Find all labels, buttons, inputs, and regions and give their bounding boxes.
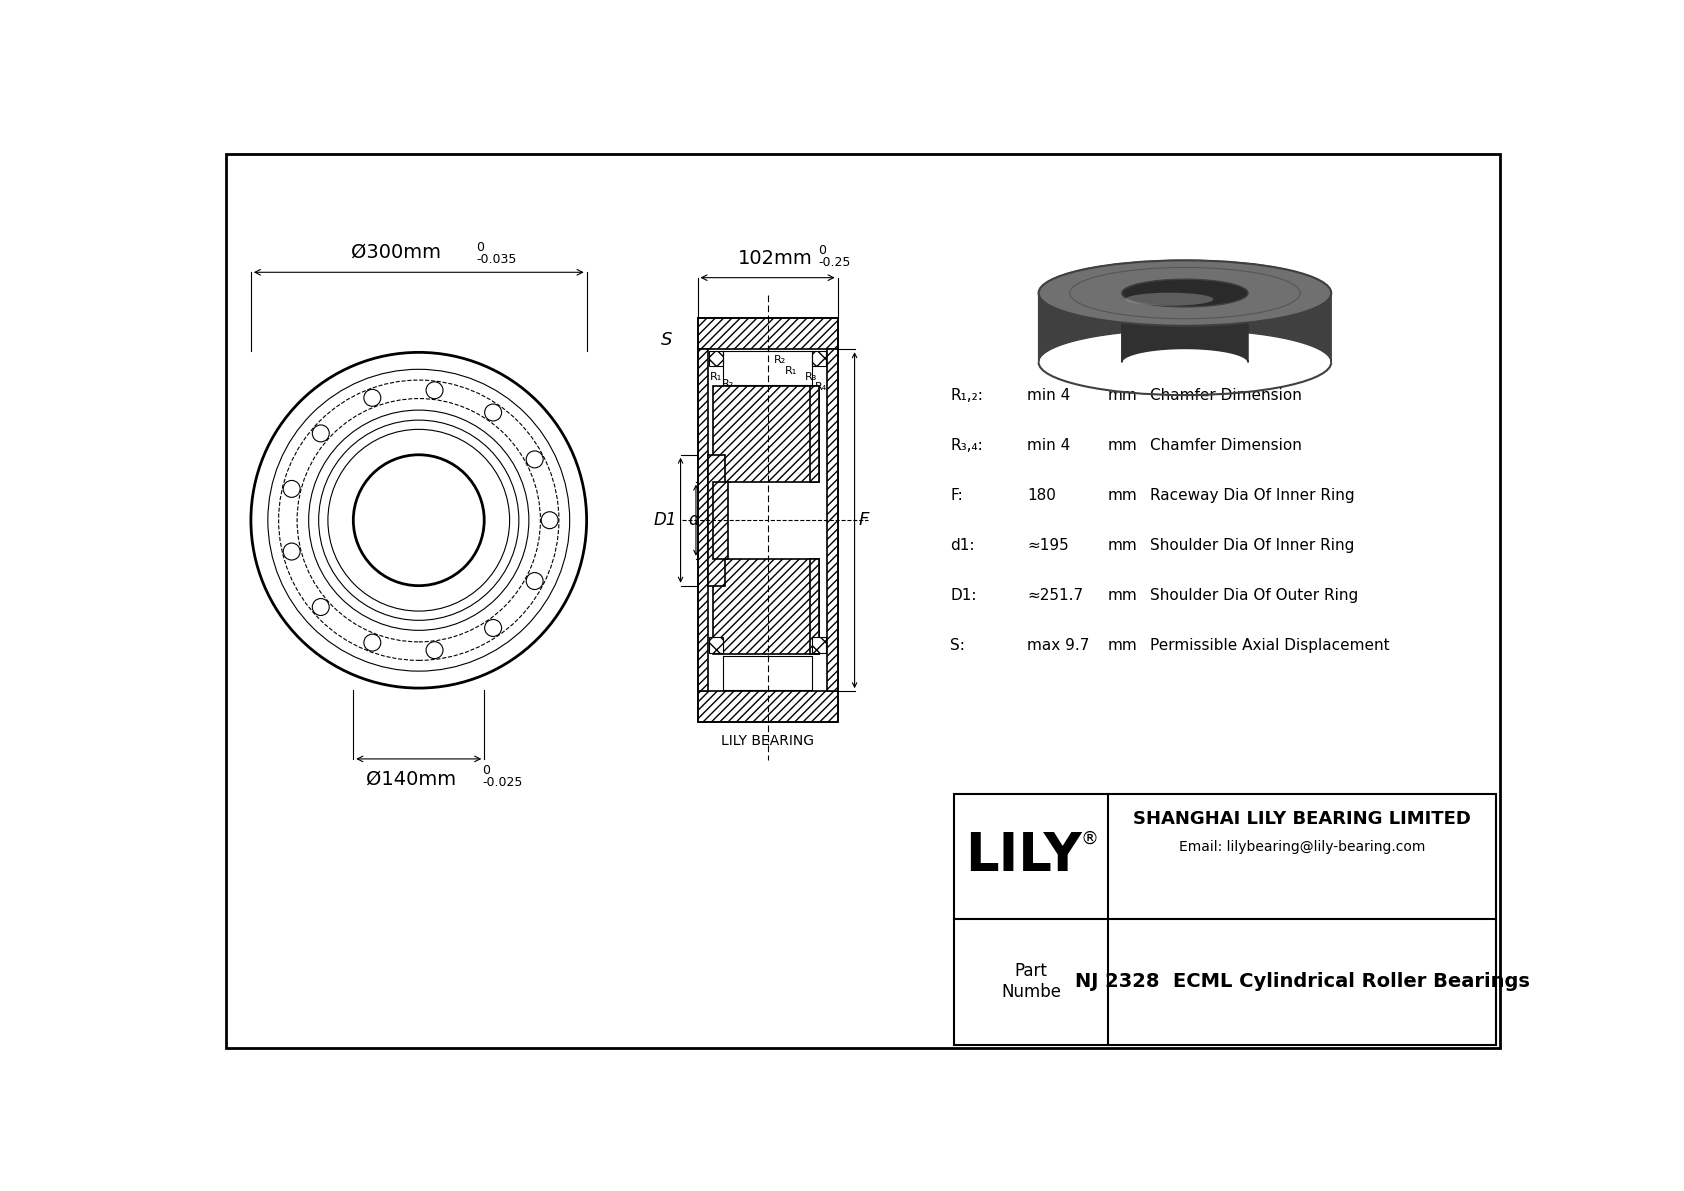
Bar [697, 349, 709, 691]
Bar [810, 559, 818, 654]
Ellipse shape [1122, 279, 1248, 307]
Text: Shoulder Dia Of Outer Ring: Shoulder Dia Of Outer Ring [1150, 588, 1359, 603]
Text: R₃: R₃ [805, 372, 818, 381]
Text: 102mm: 102mm [738, 249, 813, 268]
Text: R₂: R₂ [722, 379, 734, 389]
Text: 180: 180 [1027, 488, 1056, 503]
Bar [709, 455, 726, 586]
Text: 0: 0 [818, 244, 827, 257]
Text: R₄: R₄ [815, 382, 827, 392]
Bar [709, 351, 722, 366]
Text: -0.035: -0.035 [477, 254, 517, 266]
Text: R₃,₄:: R₃,₄: [950, 438, 983, 453]
Bar [697, 691, 837, 722]
Text: Chamfer Dimension: Chamfer Dimension [1150, 388, 1302, 403]
Text: Permissible Axial Displacement: Permissible Axial Displacement [1150, 638, 1389, 653]
Bar [827, 349, 837, 691]
Text: NJ 2328  ECML Cylindrical Roller Bearings: NJ 2328 ECML Cylindrical Roller Bearings [1074, 972, 1529, 991]
Text: Shoulder Dia Of Inner Ring: Shoulder Dia Of Inner Ring [1150, 538, 1354, 553]
Text: -0.025: -0.025 [482, 775, 522, 788]
Bar [712, 386, 818, 481]
Bar [712, 481, 727, 559]
Text: F:: F: [950, 488, 963, 503]
Text: Part
Numbe: Part Numbe [1000, 962, 1061, 1000]
Text: mm: mm [1108, 438, 1138, 453]
Ellipse shape [1125, 293, 1214, 306]
Text: max 9.7: max 9.7 [1027, 638, 1090, 653]
Text: R₂: R₂ [773, 355, 786, 366]
Text: mm: mm [1108, 588, 1138, 603]
Text: F: F [859, 511, 869, 529]
Text: Raceway Dia Of Inner Ring: Raceway Dia Of Inner Ring [1150, 488, 1356, 503]
Text: min 4: min 4 [1027, 388, 1071, 403]
Text: min 4: min 4 [1027, 438, 1071, 453]
Bar [709, 637, 722, 653]
Text: mm: mm [1108, 638, 1138, 653]
Text: d1:: d1: [950, 538, 975, 553]
Text: S:: S: [950, 638, 965, 653]
Polygon shape [1122, 279, 1248, 362]
Text: D1: D1 [653, 511, 677, 529]
Ellipse shape [1039, 261, 1332, 326]
Text: d1: d1 [689, 511, 711, 529]
Text: LILY: LILY [965, 830, 1081, 883]
Text: -0.25: -0.25 [818, 256, 850, 269]
Text: mm: mm [1108, 538, 1138, 553]
Text: R₁: R₁ [785, 366, 797, 376]
Text: mm: mm [1108, 488, 1138, 503]
Text: S: S [662, 331, 672, 349]
Text: D1:: D1: [950, 588, 977, 603]
Text: Ø300mm: Ø300mm [350, 243, 441, 262]
Bar [697, 318, 837, 349]
Text: R₁: R₁ [711, 372, 722, 381]
Text: Email: lilybearing@lily-bearing.com: Email: lilybearing@lily-bearing.com [1179, 841, 1425, 854]
Text: ≈195: ≈195 [1027, 538, 1069, 553]
Polygon shape [1039, 261, 1332, 362]
Bar [812, 637, 827, 653]
Bar [712, 559, 818, 654]
Bar [812, 351, 827, 366]
Text: 0: 0 [482, 763, 490, 777]
Text: ®: ® [1081, 830, 1100, 848]
Text: mm: mm [1108, 388, 1138, 403]
Text: ≈251.7: ≈251.7 [1027, 588, 1083, 603]
Text: SHANGHAI LILY BEARING LIMITED: SHANGHAI LILY BEARING LIMITED [1133, 810, 1470, 828]
Text: Ø140mm: Ø140mm [365, 769, 456, 788]
Text: Chamfer Dimension: Chamfer Dimension [1150, 438, 1302, 453]
Text: LILY BEARING: LILY BEARING [721, 734, 813, 748]
Text: R₁,₂:: R₁,₂: [950, 388, 983, 403]
Text: 0: 0 [477, 241, 485, 254]
Bar [953, 793, 1495, 1045]
Bar [810, 386, 818, 481]
